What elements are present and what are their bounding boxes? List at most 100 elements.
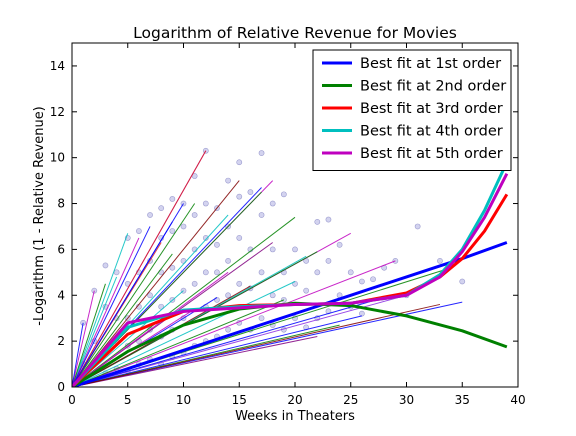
x-tick-label: 30: [399, 393, 414, 407]
scatter-point: [258, 315, 265, 322]
y-tick-label: 6: [57, 242, 65, 256]
movie-line-24: [72, 294, 407, 387]
movie-line-37: [72, 303, 441, 387]
legend: Best fit at 1st order Best fit at 2nd ord…: [312, 49, 512, 171]
scatter-point: [180, 200, 187, 207]
scatter-point: [225, 177, 231, 184]
scatter-point: [202, 269, 209, 276]
y-axis-label: -Logarithm (1 - Relative Revenue): [32, 106, 47, 326]
plot-area: [72, 147, 509, 387]
scatter-point: [292, 246, 298, 253]
scatter-point: [191, 212, 198, 218]
movie-line-14: [72, 216, 296, 387]
y-tick-label: 0: [57, 380, 65, 394]
scatter-point: [191, 280, 198, 287]
movie-line-38: [72, 290, 95, 387]
movie-line-5: [72, 276, 118, 387]
scatter-point: [169, 264, 176, 271]
scatter-point: [347, 269, 354, 276]
scatter-point: [236, 193, 243, 200]
scatter-point: [370, 276, 376, 283]
movie-line-25: [72, 315, 363, 387]
scatter-point: [147, 212, 153, 218]
scatter-point: [269, 246, 276, 253]
scatter-point: [414, 223, 421, 230]
x-tick-label: 5: [124, 393, 132, 407]
scatter-point: [236, 159, 243, 166]
x-tick-label: 25: [343, 393, 358, 407]
scatter-point: [258, 212, 265, 218]
scatter-point: [314, 269, 321, 276]
scatter-point: [180, 223, 187, 230]
scatter-point: [225, 292, 231, 299]
scatter-point: [158, 205, 165, 212]
movie-line-32: [72, 221, 173, 387]
legend-label: Best fit at 3rd order: [360, 101, 503, 117]
scatter-point: [269, 292, 276, 299]
scatter-point: [236, 235, 243, 241]
scatter-point: [269, 200, 276, 207]
movie-line-4: [72, 233, 129, 387]
y-tick-label: 8: [57, 197, 65, 211]
scatter-point: [202, 200, 209, 207]
scatter-point: [258, 269, 265, 276]
scatter-point: [169, 228, 176, 234]
y-tick-label: 2: [57, 334, 65, 348]
y-tick-label: 14: [50, 59, 65, 73]
chart-title: Logarithm of Relative Revenue for Movies: [133, 24, 457, 42]
movie-line-21: [72, 281, 296, 387]
scatter-point: [214, 241, 220, 248]
movie-line-6: [72, 283, 106, 387]
scatter-point: [202, 147, 209, 154]
movie-line-35: [72, 299, 285, 387]
scatter-point: [437, 257, 443, 264]
scatter-point: [147, 292, 153, 299]
legend-label: Best fit at 2nd order: [360, 79, 506, 95]
legend-box: [312, 49, 512, 171]
y-tick-label: 10: [50, 151, 65, 165]
scatter-point: [314, 218, 321, 225]
fit-line-order-5: [72, 173, 509, 387]
movie-line-33: [72, 271, 229, 387]
x-tick-label: 15: [232, 393, 247, 407]
scatter-point: [225, 257, 231, 264]
scatter-point: [225, 326, 231, 333]
scatter-point: [247, 189, 254, 195]
scatter-point: [358, 310, 365, 317]
y-tick-label: 4: [57, 288, 65, 302]
movie-line-3: [72, 203, 196, 387]
fit-line-order-1: [72, 241, 508, 387]
scatter-point: [102, 262, 109, 269]
movie-line-30: [72, 253, 173, 387]
movie-line-1: [72, 150, 207, 387]
legend-label: Best fit at 5th order: [360, 146, 503, 162]
scatter-point: [135, 228, 142, 234]
scatter-point: [214, 269, 220, 276]
x-tick-label: 10: [176, 393, 191, 407]
x-tick-label: 0: [68, 393, 76, 407]
movie-line-7: [72, 237, 140, 387]
legend-label: Best fit at 1st order: [360, 56, 501, 72]
scatter-point: [459, 278, 466, 285]
scatter-point: [280, 191, 287, 198]
scatter-point: [325, 216, 332, 223]
x-tick-label: 20: [287, 393, 302, 407]
movie-line-9: [72, 180, 240, 387]
scatter-point: [358, 278, 365, 285]
scatter-point: [336, 241, 343, 248]
movie-line-39: [72, 322, 84, 387]
x-tick-label: 40: [510, 393, 525, 407]
movie-line-8: [72, 226, 151, 387]
scatter-point: [236, 280, 243, 287]
x-axis-label: Weeks in Theaters: [235, 409, 355, 424]
scatter-point: [202, 235, 209, 241]
movie-line-27: [72, 336, 318, 387]
x-tick-label: 35: [455, 393, 470, 407]
y-tick-label: 12: [50, 105, 65, 119]
movie-line-36: [72, 297, 385, 387]
movie-line-19: [72, 260, 396, 387]
scatter-point: [325, 257, 332, 264]
legend-label: Best fit at 4th order: [360, 124, 503, 140]
